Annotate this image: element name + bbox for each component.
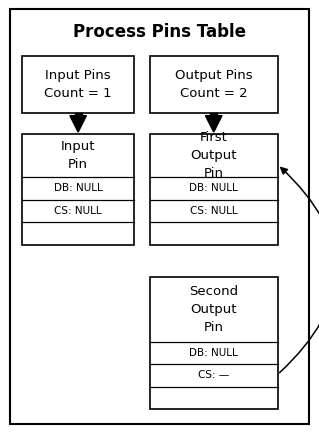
- Bar: [22, 134, 134, 245]
- Polygon shape: [210, 113, 217, 116]
- Text: First
Output
Pin: First Output Pin: [190, 131, 237, 180]
- Text: CS: NULL: CS: NULL: [190, 206, 238, 216]
- FancyArrowPatch shape: [279, 168, 319, 373]
- Text: Input Pins
Count = 1: Input Pins Count = 1: [44, 69, 112, 100]
- Bar: [150, 134, 278, 245]
- Bar: [22, 56, 134, 113]
- Polygon shape: [75, 113, 82, 116]
- Bar: [150, 277, 278, 409]
- Text: Output Pins
Count = 2: Output Pins Count = 2: [175, 69, 253, 100]
- Polygon shape: [205, 116, 222, 132]
- Text: Input
Pin: Input Pin: [61, 140, 95, 171]
- Text: DB: NULL: DB: NULL: [189, 348, 238, 358]
- Text: CS: —: CS: —: [198, 370, 229, 381]
- Text: Process Pins Table: Process Pins Table: [73, 23, 246, 42]
- Text: DB: NULL: DB: NULL: [189, 183, 238, 194]
- Text: CS: NULL: CS: NULL: [54, 206, 102, 216]
- Text: Second
Output
Pin: Second Output Pin: [189, 285, 238, 334]
- Polygon shape: [70, 116, 86, 132]
- Bar: [150, 56, 278, 113]
- Text: DB: NULL: DB: NULL: [54, 183, 102, 194]
